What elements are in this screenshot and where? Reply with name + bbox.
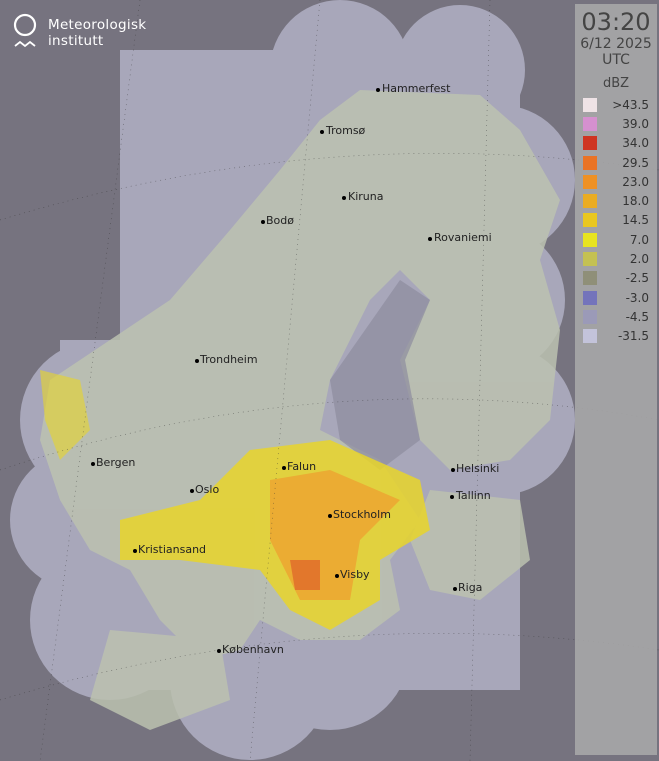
- city-riga: Riga: [453, 581, 482, 594]
- legend-swatch: [583, 232, 597, 247]
- svg-text:Visby: Visby: [340, 568, 370, 581]
- timezone-label: UTC: [602, 52, 630, 68]
- svg-text:Kiruna: Kiruna: [348, 190, 383, 203]
- legend-item: 7.0: [575, 230, 657, 249]
- svg-text:Kristiansand: Kristiansand: [138, 543, 206, 556]
- city-kobenhavn: København: [217, 643, 284, 656]
- svg-text:Rovaniemi: Rovaniemi: [434, 231, 492, 244]
- city-trondheim: Trondheim: [195, 353, 258, 366]
- brand-name: Meteorologisk institutt: [48, 17, 146, 49]
- svg-text:København: København: [222, 643, 284, 656]
- city-rovaniemi: Rovaniemi: [428, 231, 492, 244]
- legend-item: -4.5: [575, 307, 657, 326]
- legend-item: 2.0: [575, 249, 657, 268]
- city-bergen: Bergen: [91, 456, 135, 469]
- svg-text:Trondheim: Trondheim: [199, 353, 258, 366]
- legend-item: >43.5: [575, 95, 657, 114]
- legend-item: -2.5: [575, 269, 657, 288]
- legend-label: >43.5: [612, 97, 649, 112]
- date-label: 6/12 2025: [580, 36, 652, 52]
- legend-label: 34.0: [622, 136, 649, 151]
- svg-text:Tromsø: Tromsø: [325, 124, 366, 137]
- brand-line-1: Meteorologisk: [48, 17, 147, 33]
- legend-item: 29.5: [575, 153, 657, 172]
- legend-swatch: [583, 136, 597, 151]
- svg-text:Falun: Falun: [287, 460, 316, 473]
- city-falun: Falun: [282, 460, 316, 473]
- svg-text:Tallinn: Tallinn: [455, 489, 491, 502]
- legend-label: 14.5: [622, 213, 649, 228]
- legend-label: 23.0: [622, 174, 649, 189]
- legend-swatch: [583, 174, 597, 189]
- time-label: 03:20: [581, 8, 651, 36]
- legend-label: 7.0: [629, 232, 649, 247]
- legend-label: -2.5: [625, 271, 649, 286]
- legend-swatch: [583, 309, 597, 324]
- legend-label: 18.0: [622, 194, 649, 209]
- svg-text:Hammerfest: Hammerfest: [382, 82, 451, 95]
- legend-panel: 03:20 6/12 2025 UTC dBZ >43.5 39.0 34.0 29.…: [575, 4, 657, 755]
- legend-label: 29.5: [622, 155, 649, 170]
- legend-item: -3.0: [575, 288, 657, 307]
- city-kristiansand: Kristiansand: [133, 543, 206, 556]
- svg-text:Bodø: Bodø: [266, 214, 294, 227]
- legend-item: 39.0: [575, 114, 657, 133]
- legend-swatch: [583, 97, 597, 112]
- svg-text:Bergen: Bergen: [96, 456, 135, 469]
- legend-label: -4.5: [625, 309, 649, 324]
- city-bodo: Bodø: [261, 214, 294, 227]
- svg-text:Helsinki: Helsinki: [456, 462, 499, 475]
- legend-swatch: [583, 116, 597, 131]
- city-labels: Hammerfest Tromsø Kiruna Bodø Rovaniemi …: [91, 82, 499, 656]
- legend-swatch: [583, 252, 597, 267]
- met-logo-icon: [13, 13, 37, 48]
- legend-swatch: [583, 329, 597, 344]
- city-oslo: Oslo: [190, 483, 219, 496]
- unit-label: dBZ: [602, 76, 630, 91]
- city-tallinn: Tallinn: [450, 489, 491, 502]
- legend-swatch: [583, 271, 597, 286]
- legend-swatch: [583, 213, 597, 228]
- city-hammerfest: Hammerfest: [376, 82, 451, 95]
- city-stockholm: Stockholm: [328, 508, 391, 521]
- met-logo[interactable]: Meteorologisk institutt: [12, 12, 146, 52]
- legend-swatch: [583, 194, 597, 209]
- legend-label: -3.0: [625, 290, 649, 305]
- precipitation: [40, 370, 430, 630]
- svg-text:Oslo: Oslo: [195, 483, 219, 496]
- city-visby: Visby: [335, 568, 370, 581]
- city-kiruna: Kiruna: [342, 190, 383, 203]
- legend-item: 23.0: [575, 172, 657, 191]
- legend-label: -31.5: [617, 329, 649, 344]
- legend-swatch: [583, 155, 597, 170]
- svg-text:Riga: Riga: [458, 581, 482, 594]
- svg-text:Stockholm: Stockholm: [333, 508, 391, 521]
- brand-line-2: institutt: [48, 33, 104, 49]
- legend-label: 2.0: [629, 252, 649, 267]
- sea-baltic: [330, 280, 430, 470]
- legend-item: 34.0: [575, 134, 657, 153]
- city-tromso: Tromsø: [320, 124, 366, 137]
- city-helsinki: Helsinki: [451, 462, 499, 475]
- legend-item: 18.0: [575, 191, 657, 210]
- legend-swatch: [583, 290, 597, 305]
- legend-item: -31.5: [575, 327, 657, 346]
- legend-item: 14.5: [575, 211, 657, 230]
- legend-label: 39.0: [622, 116, 649, 131]
